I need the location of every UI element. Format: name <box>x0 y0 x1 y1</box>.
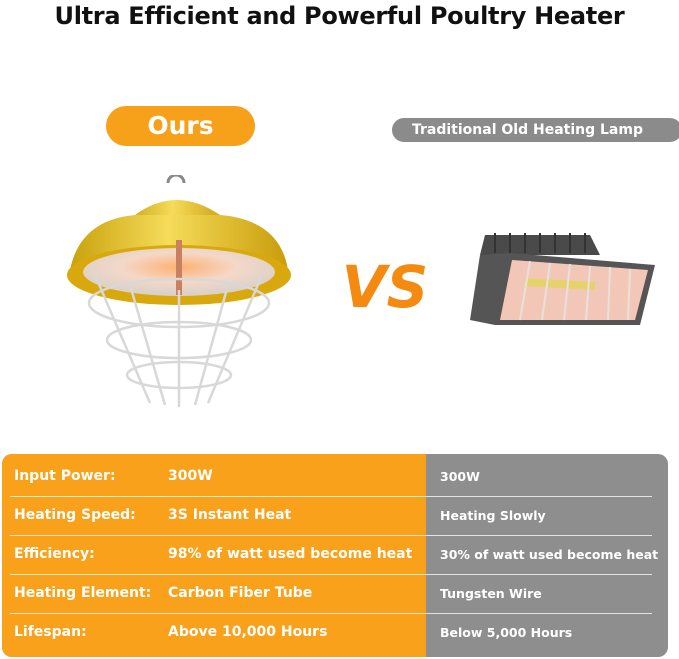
table-row: Input Power: 300W 300W <box>2 457 668 496</box>
row-label: Input Power: <box>14 468 116 484</box>
row-divider <box>10 496 652 497</box>
ours-value: 98% of watt used become heat <box>168 546 413 562</box>
ours-badge: Ours <box>106 106 255 146</box>
comparison-table: Input Power: 300W 300W Heating Speed: 3S… <box>2 454 668 657</box>
traditional-value: 300W <box>440 469 480 484</box>
vs-icon: VS <box>342 255 429 315</box>
row-divider <box>10 574 652 575</box>
traditional-lamp-image <box>470 233 655 325</box>
ours-column-background <box>2 454 426 657</box>
table-row: Heating Element: Carbon Fiber Tube Tungs… <box>2 574 668 613</box>
traditional-value: Heating Slowly <box>440 508 546 523</box>
row-label: Heating Element: <box>14 585 152 601</box>
row-divider <box>10 535 652 536</box>
ours-value: Above 10,000 Hours <box>168 624 328 640</box>
row-label: Efficiency: <box>14 546 95 562</box>
traditional-value: Below 5,000 Hours <box>440 625 573 640</box>
row-label: Lifespan: <box>14 624 87 640</box>
traditional-value: 30% of watt used become heat <box>440 547 659 562</box>
ours-value: 300W <box>168 468 213 484</box>
row-divider <box>10 613 652 614</box>
poultry-heater-image <box>67 175 291 407</box>
table-row: Lifespan: Above 10,000 Hours Below 5,000… <box>2 613 668 652</box>
vs-text: VS <box>342 255 429 315</box>
ours-value: 3S Instant Heat <box>168 507 292 523</box>
table-row: Heating Speed: 3S Instant Heat Heating S… <box>2 496 668 535</box>
traditional-badge: Traditional Old Heating Lamp <box>392 118 679 142</box>
page-title: Ultra Efficient and Powerful Poultry Hea… <box>54 2 625 30</box>
traditional-value: Tungsten Wire <box>440 586 542 601</box>
table-row: Efficiency: 98% of watt used become heat… <box>2 535 668 574</box>
ours-value: Carbon Fiber Tube <box>168 585 313 601</box>
row-label: Heating Speed: <box>14 507 136 523</box>
